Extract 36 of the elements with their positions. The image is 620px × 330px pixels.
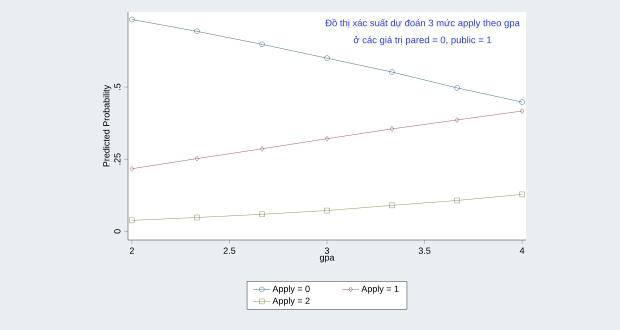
point: [130, 166, 134, 172]
point: [324, 136, 330, 142]
point: [324, 55, 330, 61]
x-tick-label: 2: [130, 248, 134, 254]
point: [390, 126, 394, 132]
point: [454, 85, 460, 91]
point: [194, 28, 200, 34]
point: [455, 117, 460, 123]
point: [324, 208, 330, 214]
legend-label: Apply = 1: [361, 285, 399, 294]
point: [129, 16, 135, 22]
point: [389, 202, 395, 208]
point: [259, 212, 265, 218]
legend-label: Apply = 0: [272, 285, 310, 294]
point: [454, 198, 460, 204]
point: [389, 69, 395, 75]
point: [519, 99, 525, 105]
x-tick-label: 3: [324, 248, 330, 254]
annotation: ở các giá trị pared = 0, public = 1: [354, 36, 492, 46]
x-tick-label: 4: [520, 248, 524, 254]
point: [260, 146, 264, 152]
point: [519, 192, 525, 198]
legend-label: Apply = 2: [272, 297, 310, 306]
point: [194, 156, 199, 162]
x-tick-label: 3.5: [418, 248, 430, 254]
y-axis-title: Predicted Probability: [102, 84, 112, 166]
y-tick-label: 0: [114, 229, 121, 234]
x-axis-title: gpa: [320, 256, 334, 262]
point: [194, 214, 200, 220]
point: [129, 218, 135, 224]
annotation: Đồ thị xác suất dự đoán 3 mức apply theo gpa: [325, 18, 520, 28]
x-tick-label: 2.5: [224, 248, 236, 254]
point: [520, 108, 524, 114]
y-tick-label: .25: [114, 153, 121, 165]
y-tick-label: .5: [114, 84, 121, 90]
point: [259, 42, 265, 48]
